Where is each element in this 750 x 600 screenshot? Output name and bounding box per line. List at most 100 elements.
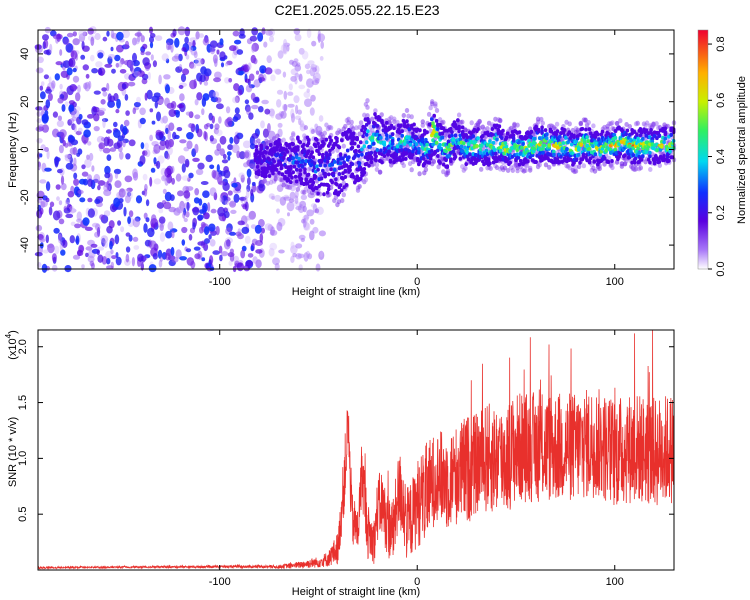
spectrogram-ridge-halo (573, 168, 579, 174)
spectrogram-ridge-cell (370, 136, 375, 141)
spectrogram-ridge-cell (300, 164, 305, 169)
spectrogram-y-axis: -40 -20 0 20 40 (19, 48, 674, 253)
spectrogram-noise-cell (116, 98, 121, 109)
spectrogram-noise-cell (276, 99, 282, 108)
spectrogram-noise-cell (234, 107, 240, 115)
spectrogram-ridge-halo (417, 171, 422, 177)
spectrogram-noise-cell (293, 27, 301, 35)
spectrogram-y-tick-label: -20 (19, 189, 31, 205)
snr-multiplier-exp: 4 (4, 333, 13, 338)
spectrogram-noise-cell (311, 40, 317, 47)
spectrogram-noise-cell (225, 62, 229, 67)
spectrogram-ridge-halo (343, 123, 348, 129)
spectrogram-noise-cell (247, 62, 252, 71)
spectrogram-ridge-halo (607, 155, 612, 161)
spectrogram-noise-cell (42, 249, 49, 254)
spectrogram-noise-cell (233, 135, 240, 145)
spectrogram-noise-cell (147, 71, 151, 81)
spectrogram-noise-cell (87, 141, 92, 146)
spectrogram-noise-cell (168, 122, 175, 131)
spectrogram-ridge-cell (648, 154, 652, 159)
spectrogram-ridge-cell (316, 191, 320, 196)
spectrogram-noise-cell (302, 205, 307, 213)
spectrogram-noise-cell (220, 251, 229, 257)
spectrogram-noise-cell (65, 199, 70, 205)
snr-x-tick-label: 0 (414, 576, 420, 588)
spectrogram-noise-cell (102, 118, 106, 129)
spectrogram-ridge-cell (471, 134, 476, 139)
spectrogram-noise-cell (260, 120, 265, 129)
spectrogram-ridge-cell (536, 127, 541, 132)
spectrogram-ridge-cell (445, 165, 450, 169)
spectrogram-noise-cell (224, 200, 229, 206)
spectrogram-ridge-cell (399, 144, 403, 149)
spectrogram-ridge-cell (382, 154, 387, 158)
spectrogram-noise-cell (244, 201, 249, 212)
spectrogram-ridge-cell (555, 157, 560, 162)
spectrogram-noise-cell (319, 250, 324, 258)
spectrogram-noise-cell (251, 42, 259, 52)
spectrogram-noise-cell (159, 232, 166, 242)
spectrogram-ridge-halo (377, 169, 383, 175)
spectrogram-noise-cell (276, 221, 283, 232)
spectrogram-noise-cell (106, 154, 112, 161)
colorbar-tick-label: 0.0 (715, 261, 727, 276)
spectrogram-noise-cell (185, 111, 192, 116)
spectrogram-ridge-cell (561, 141, 566, 145)
spectrogram-ridge-cell (291, 170, 296, 175)
spectrogram-noise-cell (35, 67, 44, 74)
spectrogram-ridge-cell (277, 170, 281, 175)
spectrogram-noise-cell (298, 73, 303, 82)
spectrogram-ridge-cell (385, 120, 389, 125)
spectrogram-noise-cell (162, 115, 169, 124)
spectrogram-noise-cell (60, 70, 69, 79)
spectrogram-noise-cell (66, 197, 70, 205)
spectrogram-noise-cell (142, 57, 150, 66)
spectrogram-ridge-cell (434, 118, 439, 123)
spectrogram-noise-cell (70, 111, 76, 118)
spectrogram-noise-cell (136, 36, 141, 43)
spectrogram-ridge-cell (504, 144, 509, 149)
spectrogram-noise-cell (122, 29, 130, 39)
spectrogram-noise-cell (286, 201, 295, 212)
spectrogram-ridge-cell (481, 134, 485, 138)
spectrogram-ridge-cell (565, 147, 569, 152)
spectrogram-x-axis: -100 0 100 (209, 30, 624, 288)
spectrogram-ridge-cell (500, 136, 504, 140)
spectrogram-noise-cell (39, 153, 43, 158)
spectrogram-ridge-cell (504, 135, 509, 140)
spectrogram-ridge-cell (337, 190, 342, 195)
spectrogram-ridge-cell (417, 150, 421, 155)
spectrogram-noise-cell (169, 194, 175, 202)
spectrogram-noise-cell (310, 94, 316, 102)
spectrogram-noise-cell (298, 264, 303, 271)
spectrogram-noise-cell (189, 46, 194, 53)
spectrogram-noise-cell (225, 106, 231, 114)
spectrogram-ridge-cell (279, 163, 284, 168)
spectrogram-noise-cell (171, 165, 175, 174)
spectrogram-noise-cell (238, 172, 245, 179)
spectrogram-noise-cell (241, 226, 250, 234)
spectrogram-ridge-cell (588, 131, 593, 136)
spectrogram-noise-cell (183, 217, 188, 223)
spectrogram-ridge-cell (385, 136, 389, 141)
spectrogram-ridge-cell (549, 129, 554, 134)
spectrogram-ridge-cell (613, 147, 618, 152)
spectrogram-ridge-cell (329, 167, 333, 172)
spectrogram-noise-cell (88, 152, 94, 161)
spectrogram-ridge-cell (641, 154, 645, 159)
spectrogram-noise-cell (125, 232, 131, 237)
spectrogram-noise-cell (128, 139, 136, 147)
spectrogram-noise-cell (197, 241, 206, 246)
spectrogram-ridge-halo (445, 168, 451, 174)
spectrogram-noise-cell (153, 157, 157, 165)
spectrogram-noise-cell (122, 125, 128, 136)
spectrogram-ridge-cell (362, 144, 367, 149)
spectrogram-noise-cell (248, 210, 256, 220)
spectrogram-noise-cell (243, 149, 251, 160)
spectrogram-noise-cell (193, 246, 201, 251)
spectrogram-noise-cell (114, 54, 121, 62)
spectrogram-ridge-cell (547, 143, 551, 148)
spectrogram-noise-cell (119, 69, 127, 74)
spectrogram-noise-cell (43, 39, 49, 49)
